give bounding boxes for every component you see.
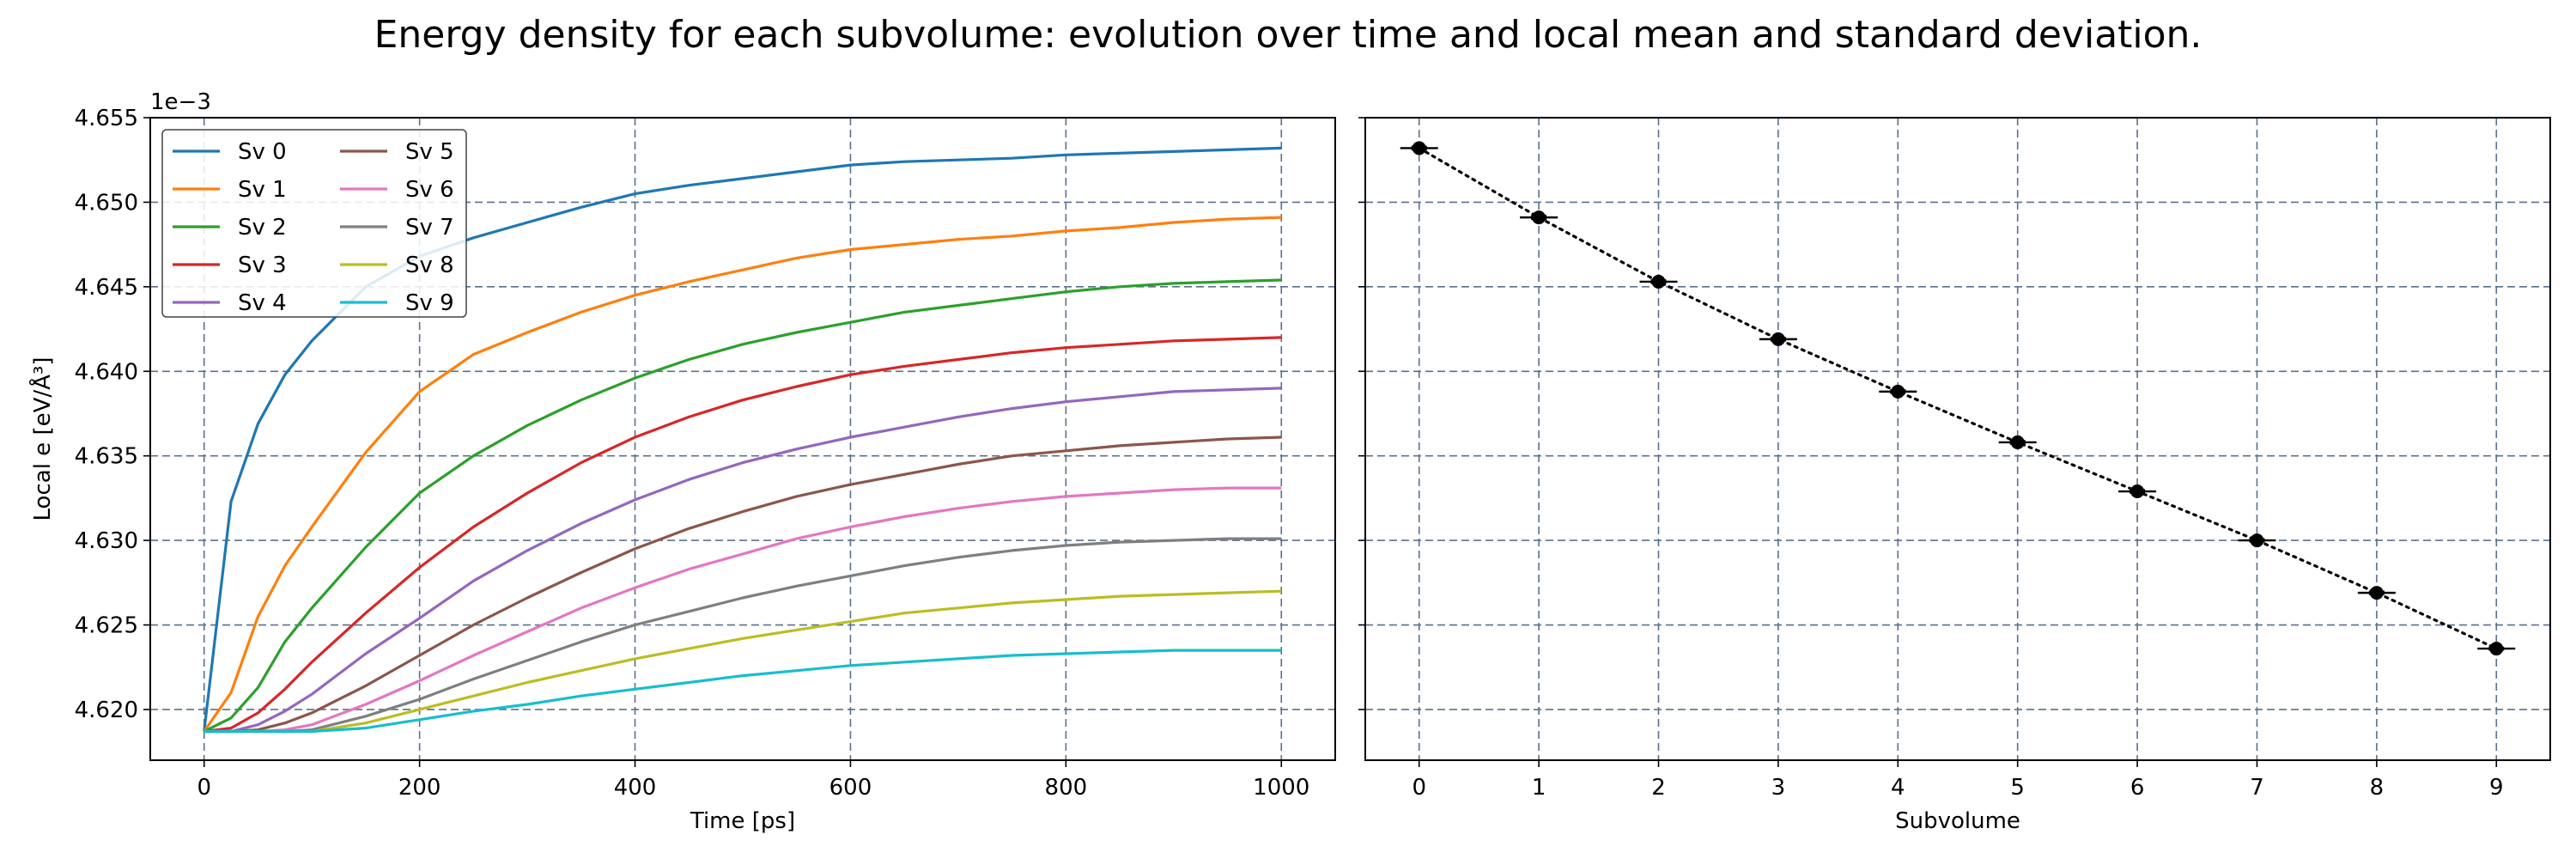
left-y-ticks: 4.620 4.625 4.630 4.635 4.640 4.645 4.650 4.655 xyxy=(75,106,150,723)
left-x-tick-label: 600 xyxy=(829,775,872,801)
mean-std-panel: 0 1 2 3 4 5 6 7 8 9 Subvolume xyxy=(1358,117,2551,834)
mean-point xyxy=(1651,274,1666,289)
right-x-tick-label: 9 xyxy=(2489,775,2504,801)
right-x-tick-label: 2 xyxy=(1651,775,1666,801)
left-x-tick-label: 200 xyxy=(398,775,441,801)
left-plot-frame xyxy=(149,117,1336,761)
legend-label: Sv 4 xyxy=(238,290,287,316)
right-x-tick-label: 6 xyxy=(2130,775,2145,801)
left-y-tick-label: 4.655 xyxy=(75,106,138,131)
legend-label: Sv 1 xyxy=(238,177,287,203)
legend-label: Sv 2 xyxy=(238,215,287,241)
series-line-sv-3 xyxy=(204,336,1282,734)
legend-label: Sv 0 xyxy=(238,139,287,165)
left-x-tick-label: 800 xyxy=(1045,775,1088,801)
left-x-tick-label: 400 xyxy=(614,775,657,801)
right-x-tick-label: 0 xyxy=(1412,775,1426,801)
right-x-tick-label: 1 xyxy=(1532,775,1546,801)
series-line-sv-4 xyxy=(204,387,1282,734)
left-x-tick-label: 1000 xyxy=(1253,775,1309,801)
legend-frame xyxy=(161,129,467,318)
legend-label: Sv 5 xyxy=(405,139,454,165)
left-y-tick-label: 4.650 xyxy=(75,190,138,216)
right-x-tick-label: 8 xyxy=(2370,775,2385,801)
y-offset-text: 1e−3 xyxy=(150,89,211,115)
series-line-sv-2 xyxy=(203,278,1282,733)
left-x-ticks: 0 200 400 600 800 1000 xyxy=(197,760,1309,801)
left-y-tick-label: 4.640 xyxy=(75,359,138,385)
time-evolution-panel: 0 200 400 600 800 1000 4.6204.6254.6304.6354.… xyxy=(28,89,1336,834)
mean-point xyxy=(1771,332,1785,346)
left-x-axis-label: Time [ps] xyxy=(690,808,795,834)
right-x-tick-label: 5 xyxy=(2010,775,2025,801)
right-y-ticks xyxy=(1358,117,1365,710)
left-y-tick-label: 4.645 xyxy=(75,275,138,301)
right-x-tick-label: 7 xyxy=(2250,775,2264,801)
left-y-tick-label: 4.620 xyxy=(75,698,138,723)
legend-label: Sv 3 xyxy=(238,253,287,278)
mean-point xyxy=(2130,484,2145,499)
left-y-tick-label: 4.625 xyxy=(75,613,138,639)
right-x-axis-label: Subvolume xyxy=(1895,808,2020,834)
series-line-sv-5 xyxy=(204,436,1282,734)
legend: Sv 0 Sv 1 Sv 2 Sv 3 Sv 4 Sv 5 Sv 6 Sv 7 Sv 8 Sv 9 xyxy=(161,129,467,318)
mean-trend-line xyxy=(1418,146,2498,650)
right-marks xyxy=(1400,141,2516,656)
left-series-lines xyxy=(203,146,1282,734)
right-x-tick-label: 4 xyxy=(1891,775,1905,801)
left-x-tick-label: 0 xyxy=(197,775,211,801)
left-y-tick-label: 4.635 xyxy=(75,444,138,470)
series-line-sv-1 xyxy=(203,216,1282,733)
mean-point xyxy=(1412,141,1426,155)
mean-point xyxy=(2010,435,2025,449)
mean-point xyxy=(1891,384,1905,399)
right-plot-frame xyxy=(1364,117,2551,761)
right-x-ticks: 0 1 2 3 4 5 6 7 8 9 xyxy=(1412,760,2504,801)
series-line-sv-7 xyxy=(204,537,1282,734)
legend-label: Sv 9 xyxy=(405,290,454,316)
series-line-sv-0 xyxy=(203,146,1282,732)
series-line-sv-9 xyxy=(204,649,1282,734)
mean-point xyxy=(2489,642,2504,656)
right-x-tick-label: 3 xyxy=(1771,775,1786,801)
legend-label: Sv 6 xyxy=(405,177,454,203)
legend-label: Sv 7 xyxy=(405,215,454,241)
left-y-tick-label: 4.630 xyxy=(75,528,138,554)
mean-point xyxy=(2369,586,2384,600)
figure-title: Energy density for each subvolume: evolu… xyxy=(374,13,2202,57)
mean-point xyxy=(2250,533,2264,548)
series-line-sv-6 xyxy=(204,486,1282,734)
y-axis-label: Local e [eV/Å³] xyxy=(28,357,56,521)
legend-label: Sv 8 xyxy=(405,253,454,278)
mean-point xyxy=(1532,210,1546,225)
